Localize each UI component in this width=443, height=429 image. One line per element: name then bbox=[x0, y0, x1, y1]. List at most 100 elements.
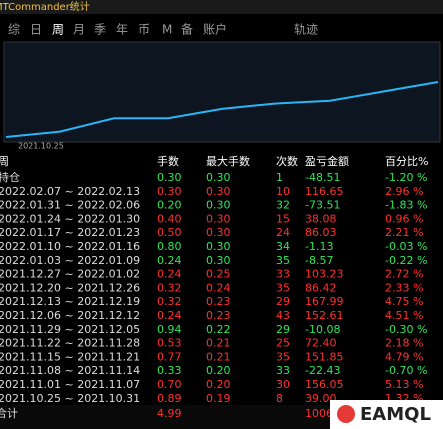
cell: 0.30 bbox=[206, 199, 231, 212]
cell: 30 bbox=[276, 378, 290, 391]
cell: 0.33 bbox=[157, 364, 182, 377]
tab[interactable]: 月 bbox=[73, 23, 85, 37]
cell: 0.53 bbox=[157, 337, 182, 350]
chart-area bbox=[3, 41, 441, 143]
cell: 86.42 bbox=[305, 281, 337, 294]
cell: 10 bbox=[276, 185, 290, 198]
window-title: MTCommander统计 bbox=[0, 0, 90, 13]
cell: 0.22 bbox=[206, 323, 231, 336]
cell: 2.33 % bbox=[385, 281, 423, 294]
tab[interactable]: 季 bbox=[94, 23, 106, 37]
tab[interactable]: 币 bbox=[138, 23, 150, 37]
cell: 0.21 bbox=[206, 350, 231, 363]
cell: 0.40 bbox=[157, 212, 182, 225]
cell: -8.57 bbox=[305, 254, 333, 267]
tab[interactable]: 账户 bbox=[203, 22, 227, 37]
tab[interactable]: M bbox=[162, 23, 172, 37]
cell: 0.20 bbox=[206, 364, 231, 377]
week-label: 2021.11.22 ~ 2021.11.28 bbox=[0, 337, 140, 350]
cell: 35 bbox=[276, 350, 290, 363]
cell: 25 bbox=[276, 337, 290, 350]
tab[interactable]: 年 bbox=[116, 23, 128, 37]
week-label: 2022.01.03 ~ 2022.01.09 bbox=[0, 254, 140, 267]
cell: 0.24 bbox=[157, 268, 182, 281]
cell: 1 bbox=[276, 171, 283, 184]
cell: 0.25 bbox=[206, 268, 231, 281]
week-label: 2021.12.27 ~ 2022.01.02 bbox=[0, 268, 140, 281]
cell: -1.13 bbox=[305, 240, 333, 253]
cell: 0.32 bbox=[157, 281, 182, 294]
cell: 0.20 bbox=[206, 378, 231, 391]
cell: 33 bbox=[276, 364, 290, 377]
tab[interactable]: 日 bbox=[30, 23, 42, 37]
cell: 4.75 % bbox=[385, 295, 423, 308]
cell: 0.23 bbox=[206, 295, 231, 308]
cell: 167.99 bbox=[305, 295, 344, 308]
cell: 103.23 bbox=[305, 268, 344, 281]
cell: 0.30 bbox=[206, 254, 231, 267]
cell: 35 bbox=[276, 281, 290, 294]
cell: -1.20 % bbox=[385, 171, 427, 184]
cell: -73.51 bbox=[305, 199, 340, 212]
watermark-icon bbox=[337, 405, 355, 423]
week-label: 2021.11.29 ~ 2021.12.05 bbox=[0, 323, 140, 336]
cell: 0.30 bbox=[206, 226, 231, 239]
cell: 43 bbox=[276, 309, 290, 322]
cell: 0.77 bbox=[157, 350, 182, 363]
column-header: 百分比% bbox=[385, 155, 428, 168]
tab[interactable]: 轨迹 bbox=[294, 23, 318, 37]
total-cell: 4.99 bbox=[157, 407, 182, 420]
cell: 8 bbox=[276, 392, 283, 405]
x-axis-label: 2021.10.25 bbox=[18, 142, 64, 151]
week-label: 2022.01.24 ~ 2022.01.30 bbox=[0, 212, 140, 225]
cell: 15 bbox=[276, 212, 290, 225]
cell: 0.89 bbox=[157, 392, 182, 405]
week-label: 2021.12.13 ~ 2021.12.19 bbox=[0, 295, 140, 308]
cell: 33 bbox=[276, 268, 290, 281]
watermark: EAMQL bbox=[360, 404, 431, 425]
cell: 29 bbox=[276, 323, 290, 336]
cell: 39.00 bbox=[305, 392, 337, 405]
cell: 0.24 bbox=[157, 309, 182, 322]
cell: 0.30 bbox=[206, 212, 231, 225]
cell: 0.24 bbox=[206, 281, 231, 294]
cell: 0.94 bbox=[157, 323, 182, 336]
tab[interactable]: 备 bbox=[181, 23, 193, 37]
cell: 86.03 bbox=[305, 226, 337, 239]
cell: 0.50 bbox=[157, 226, 182, 239]
cell: 0.20 bbox=[157, 199, 182, 212]
cell: 32 bbox=[276, 199, 290, 212]
column-header: 周 bbox=[0, 155, 9, 168]
column-header: 最大手数 bbox=[206, 154, 250, 168]
cell: 0.30 bbox=[206, 185, 231, 198]
title-bar bbox=[0, 0, 443, 14]
cell: 0.96 % bbox=[385, 212, 423, 225]
cell: 2.18 % bbox=[385, 337, 423, 350]
cell: 0.70 bbox=[157, 378, 182, 391]
cell: -10.08 bbox=[305, 323, 340, 336]
cell: 35 bbox=[276, 254, 290, 267]
cell: 116.65 bbox=[305, 185, 344, 198]
cell: 0.21 bbox=[206, 337, 231, 350]
cell: -0.30 % bbox=[385, 323, 427, 336]
cell: 152.61 bbox=[305, 309, 344, 322]
tab[interactable]: 周 bbox=[52, 23, 64, 37]
cell: 0.30 bbox=[157, 185, 182, 198]
cell: 156.05 bbox=[305, 378, 344, 391]
cell: 29 bbox=[276, 295, 290, 308]
cell: 24 bbox=[276, 226, 290, 239]
equity-line bbox=[5, 81, 439, 138]
column-header: 手数 bbox=[157, 154, 179, 168]
week-label: 2021.12.06 ~ 2021.12.12 bbox=[0, 309, 140, 322]
week-label: 2022.02.07 ~ 2022.02.13 bbox=[0, 185, 140, 198]
cell: 0.30 bbox=[206, 240, 231, 253]
column-header: 盈亏金额 bbox=[305, 154, 349, 168]
total-cell: 合计 bbox=[0, 406, 18, 420]
cell: -0.22 % bbox=[385, 254, 427, 267]
tab[interactable]: 综 bbox=[8, 23, 20, 37]
cell: -0.03 % bbox=[385, 240, 427, 253]
cell: 38.08 bbox=[305, 212, 337, 225]
week-label: 持仓 bbox=[0, 170, 20, 184]
